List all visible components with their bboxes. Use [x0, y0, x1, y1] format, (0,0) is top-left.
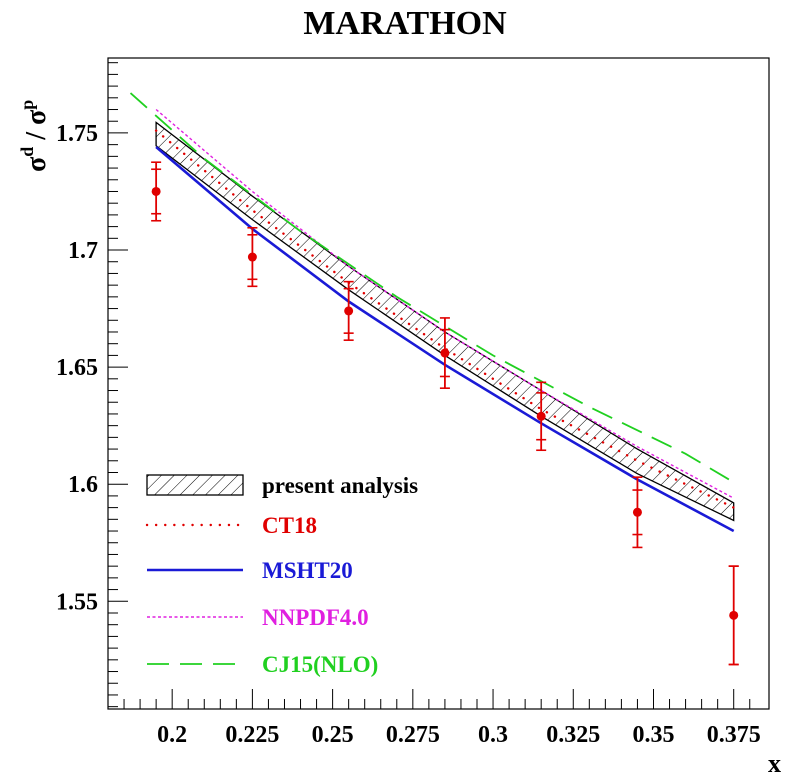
legend-entry: CT18 — [145, 513, 317, 538]
x-axis-label: x — [768, 749, 781, 777]
x-tick-label: 0.2 — [157, 722, 187, 748]
legend-label: CJ15(NLO) — [262, 652, 378, 677]
x-tick-label: 0.35 — [632, 722, 674, 748]
data-marker — [344, 306, 354, 316]
data-marker — [151, 186, 161, 196]
x-tick-label: 0.275 — [386, 722, 440, 748]
data-marker — [536, 411, 546, 421]
chart-title: MARATHON — [303, 5, 507, 42]
x-tick-label: 0.325 — [546, 722, 600, 748]
data-point — [151, 161, 162, 222]
series-nnpdf4-0 — [155, 108, 735, 499]
legend-label: present analysis — [262, 473, 418, 498]
y-axis-ticks: 1.55 1.6 1.65 1.7 1.75 — [56, 62, 128, 708]
legend-entry: present analysis — [146, 473, 418, 498]
data-point — [247, 226, 258, 288]
legend-label: CT18 — [262, 513, 317, 538]
data-point — [632, 476, 643, 549]
x-axis-ticks: 0.2 0.225 0.25 0.275 0.3 0.325 0.35 0.375 — [107, 689, 761, 748]
data-marker — [729, 610, 739, 620]
y-axis-label-sigma-d: σ — [21, 156, 52, 172]
legend-swatch-band — [146, 474, 244, 496]
data-marker — [247, 252, 257, 262]
data-marker — [440, 348, 450, 358]
y-axis-label-sigma-p: σ — [21, 109, 52, 125]
y-tick-label: 1.65 — [56, 355, 98, 381]
legend-entry: CJ15(NLO) — [147, 652, 378, 677]
y-axis-label-sup-p: p — [17, 100, 37, 110]
y-tick-label: 1.7 — [68, 238, 98, 264]
legend-entry: MSHT20 — [147, 558, 353, 583]
y-tick-label: 1.6 — [68, 472, 98, 498]
x-tick-label: 0.375 — [707, 722, 761, 748]
data-point — [728, 565, 739, 666]
x-tick-label: 0.25 — [312, 722, 354, 748]
series-cj15-nlo- — [129, 92, 738, 485]
x-tick-label: 0.225 — [225, 722, 279, 748]
x-tick-label: 0.3 — [478, 722, 508, 748]
legend-label: MSHT20 — [262, 558, 353, 583]
plot-area — [129, 92, 738, 533]
plot-frame — [107, 57, 770, 710]
data-point — [343, 280, 354, 341]
legend-label: NNPDF4.0 — [262, 605, 369, 630]
y-axis-label-sup-d: d — [17, 147, 37, 157]
y-axis-label-slash: / — [21, 125, 52, 147]
y-tick-label: 1.75 — [56, 121, 98, 147]
data-point — [439, 317, 450, 389]
data-point — [536, 381, 547, 452]
legend-entry: NNPDF4.0 — [147, 605, 369, 630]
data-marker — [632, 507, 642, 517]
data-points — [151, 161, 739, 666]
y-tick-label: 1.55 — [56, 589, 98, 615]
legend: present analysis CT18 MSHT20 NNPDF4.0 CJ15(N… — [145, 473, 418, 677]
y-axis-label: σd / σp — [17, 100, 52, 172]
